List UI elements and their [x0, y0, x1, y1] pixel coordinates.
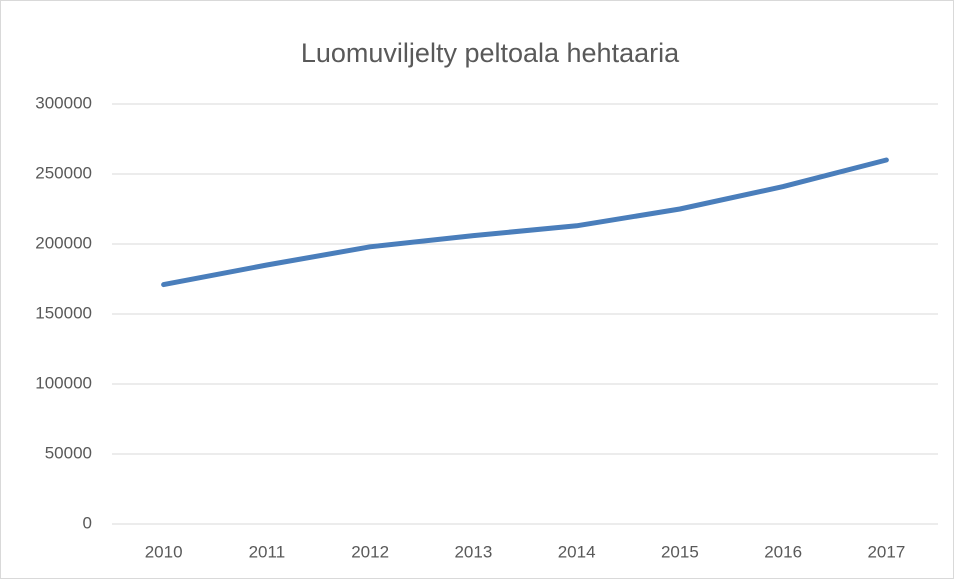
y-tick-label: 50000 [45, 443, 92, 462]
y-tick-label: 250000 [35, 163, 92, 182]
x-tick-label: 2011 [249, 542, 286, 561]
y-tick-label: 100000 [35, 373, 92, 392]
x-tick-label: 2012 [351, 542, 389, 561]
y-tick-label: 200000 [35, 233, 92, 252]
chart-title: Luomuviljelty peltoala hehtaaria [301, 38, 680, 68]
x-tick-label: 2016 [764, 542, 802, 561]
y-tick-label: 300000 [35, 93, 92, 112]
line-series [161, 157, 889, 288]
x-tick-label: 2013 [454, 542, 492, 561]
x-tick-label: 2010 [145, 542, 183, 561]
y-tick-label: 150000 [35, 303, 92, 322]
x-tick-label: 2015 [661, 542, 699, 561]
x-tick-label: 2017 [867, 542, 905, 561]
y-tick-label: 0 [83, 513, 92, 532]
x-tick-label: 2014 [558, 542, 596, 561]
